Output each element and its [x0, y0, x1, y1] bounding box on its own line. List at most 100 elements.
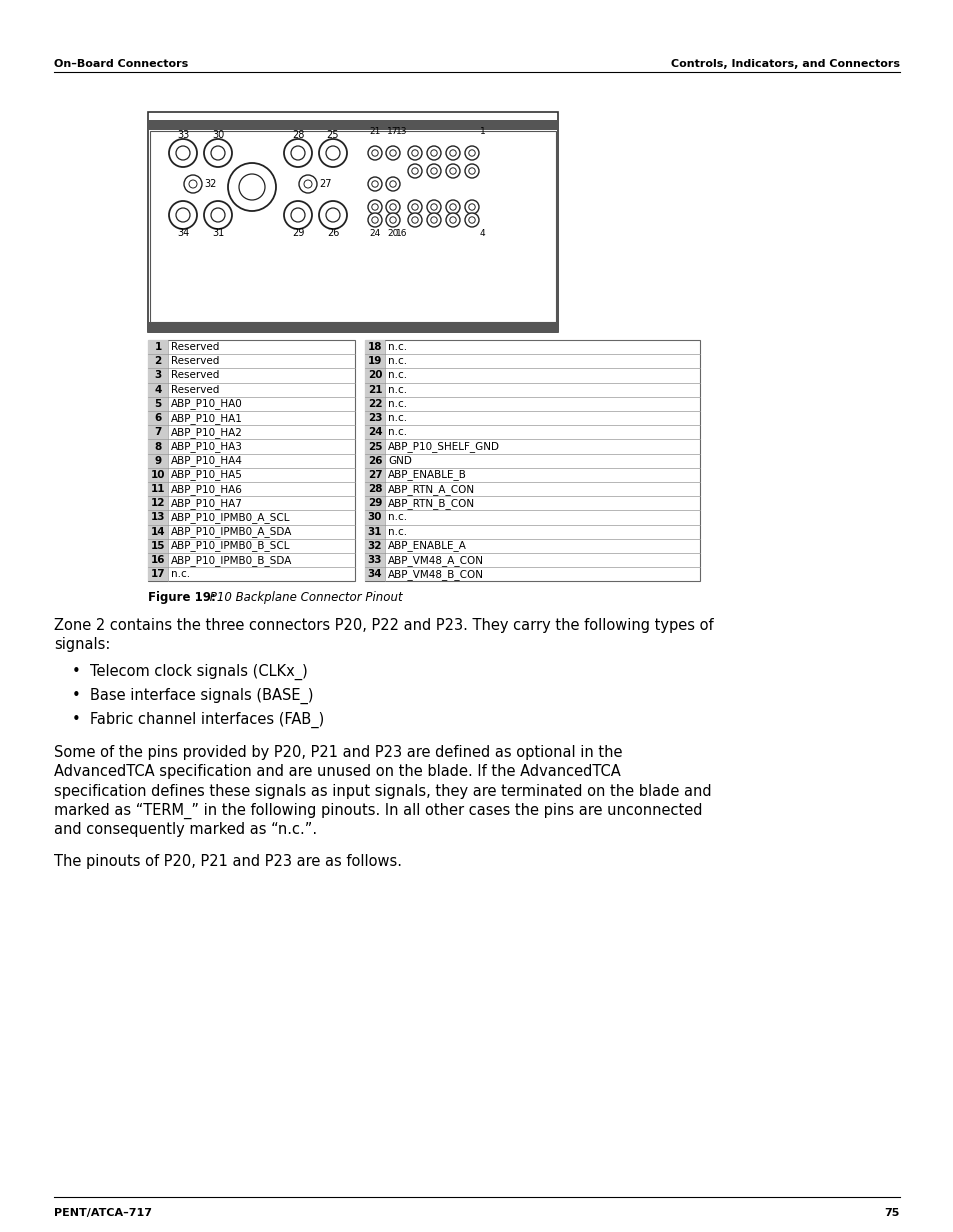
- Text: PENT/ATCA–717: PENT/ATCA–717: [54, 1209, 152, 1218]
- Text: n.c.: n.c.: [388, 384, 407, 394]
- Text: ABP_P10_SHELF_GND: ABP_P10_SHELF_GND: [388, 441, 499, 452]
- Bar: [148, 468, 168, 482]
- Bar: [365, 496, 385, 510]
- Bar: [148, 120, 558, 131]
- Text: ABP_P10_IPMB0_B_SCL: ABP_P10_IPMB0_B_SCL: [171, 541, 291, 552]
- Circle shape: [175, 147, 190, 160]
- Bar: [365, 340, 700, 582]
- Bar: [365, 354, 385, 368]
- Text: 27: 27: [367, 469, 382, 480]
- Text: n.c.: n.c.: [171, 569, 190, 579]
- Text: 31: 31: [212, 228, 224, 238]
- Text: 22: 22: [367, 399, 382, 409]
- Text: ABP_P10_HA4: ABP_P10_HA4: [171, 456, 243, 466]
- Circle shape: [291, 147, 305, 160]
- Circle shape: [175, 208, 190, 222]
- Circle shape: [446, 200, 459, 214]
- Text: 27: 27: [318, 179, 331, 188]
- Circle shape: [169, 201, 196, 229]
- Text: AdvancedTCA specification and are unused on the blade. If the AdvancedTCA: AdvancedTCA specification and are unused…: [54, 764, 620, 780]
- Circle shape: [211, 208, 225, 222]
- Text: 33: 33: [176, 131, 189, 140]
- Circle shape: [464, 200, 478, 214]
- Circle shape: [326, 147, 339, 160]
- Bar: [365, 510, 385, 525]
- Text: n.c.: n.c.: [388, 513, 407, 522]
- Bar: [148, 354, 168, 368]
- Bar: [365, 411, 385, 425]
- Bar: [148, 340, 168, 355]
- Circle shape: [390, 203, 395, 211]
- Text: 25: 25: [327, 131, 339, 140]
- Circle shape: [412, 168, 417, 174]
- Text: ABP_RTN_B_CON: ABP_RTN_B_CON: [388, 498, 475, 509]
- Circle shape: [412, 217, 417, 223]
- Text: 7: 7: [154, 428, 161, 437]
- Circle shape: [372, 150, 377, 156]
- Text: ABP_P10_HA0: ABP_P10_HA0: [171, 398, 242, 409]
- Text: marked as “TERM_” in the following pinouts. In all other cases the pins are unco: marked as “TERM_” in the following pinou…: [54, 802, 701, 818]
- Text: Reserved: Reserved: [171, 384, 219, 394]
- Bar: [365, 425, 385, 440]
- Circle shape: [431, 168, 436, 174]
- Text: n.c.: n.c.: [388, 527, 407, 537]
- Text: 2: 2: [154, 356, 161, 366]
- Text: 30: 30: [367, 513, 382, 522]
- Circle shape: [372, 181, 377, 187]
- Text: 1: 1: [479, 127, 485, 136]
- Circle shape: [228, 163, 275, 211]
- Circle shape: [427, 164, 440, 177]
- Text: 25: 25: [367, 441, 382, 451]
- Circle shape: [284, 139, 312, 168]
- Bar: [148, 525, 168, 538]
- Bar: [148, 440, 168, 453]
- Circle shape: [408, 147, 421, 160]
- Text: Telecom clock signals (CLKx_): Telecom clock signals (CLKx_): [90, 664, 308, 680]
- Text: 8: 8: [154, 441, 161, 451]
- Bar: [148, 112, 558, 331]
- Circle shape: [446, 164, 459, 177]
- Text: ABP_P10_HA1: ABP_P10_HA1: [171, 413, 243, 424]
- Text: P10 Backplane Connector Pinout: P10 Backplane Connector Pinout: [206, 591, 402, 604]
- Text: 11: 11: [151, 484, 165, 494]
- Text: 13: 13: [395, 127, 407, 136]
- Text: ABP_P10_HA2: ABP_P10_HA2: [171, 426, 243, 437]
- Circle shape: [468, 168, 475, 174]
- Circle shape: [204, 201, 232, 229]
- Bar: [148, 322, 558, 331]
- Circle shape: [204, 139, 232, 168]
- Bar: [148, 567, 168, 582]
- Circle shape: [372, 203, 377, 211]
- Circle shape: [386, 213, 399, 227]
- Circle shape: [386, 147, 399, 160]
- Circle shape: [446, 213, 459, 227]
- Text: Reserved: Reserved: [171, 342, 219, 352]
- Text: 32: 32: [367, 541, 382, 551]
- Bar: [365, 453, 385, 468]
- Text: Figure 19:: Figure 19:: [148, 591, 215, 604]
- Circle shape: [412, 203, 417, 211]
- Text: 17: 17: [387, 127, 398, 136]
- Bar: [365, 440, 385, 453]
- Circle shape: [368, 177, 381, 191]
- Text: 16: 16: [395, 228, 407, 238]
- Bar: [148, 453, 168, 468]
- Circle shape: [386, 200, 399, 214]
- Text: 75: 75: [883, 1209, 899, 1218]
- Bar: [365, 553, 385, 567]
- Bar: [365, 468, 385, 482]
- Circle shape: [291, 208, 305, 222]
- Circle shape: [318, 139, 347, 168]
- Bar: [148, 368, 168, 383]
- Text: ABP_VM48_B_CON: ABP_VM48_B_CON: [388, 569, 483, 580]
- Text: 12: 12: [151, 498, 165, 509]
- Circle shape: [449, 203, 456, 211]
- Bar: [148, 411, 168, 425]
- Bar: [365, 397, 385, 411]
- Circle shape: [304, 180, 312, 188]
- Text: ABP_P10_HA5: ABP_P10_HA5: [171, 469, 243, 480]
- Text: 15: 15: [151, 541, 165, 551]
- Text: 33: 33: [367, 556, 382, 565]
- Text: n.c.: n.c.: [388, 356, 407, 366]
- Text: signals:: signals:: [54, 637, 111, 652]
